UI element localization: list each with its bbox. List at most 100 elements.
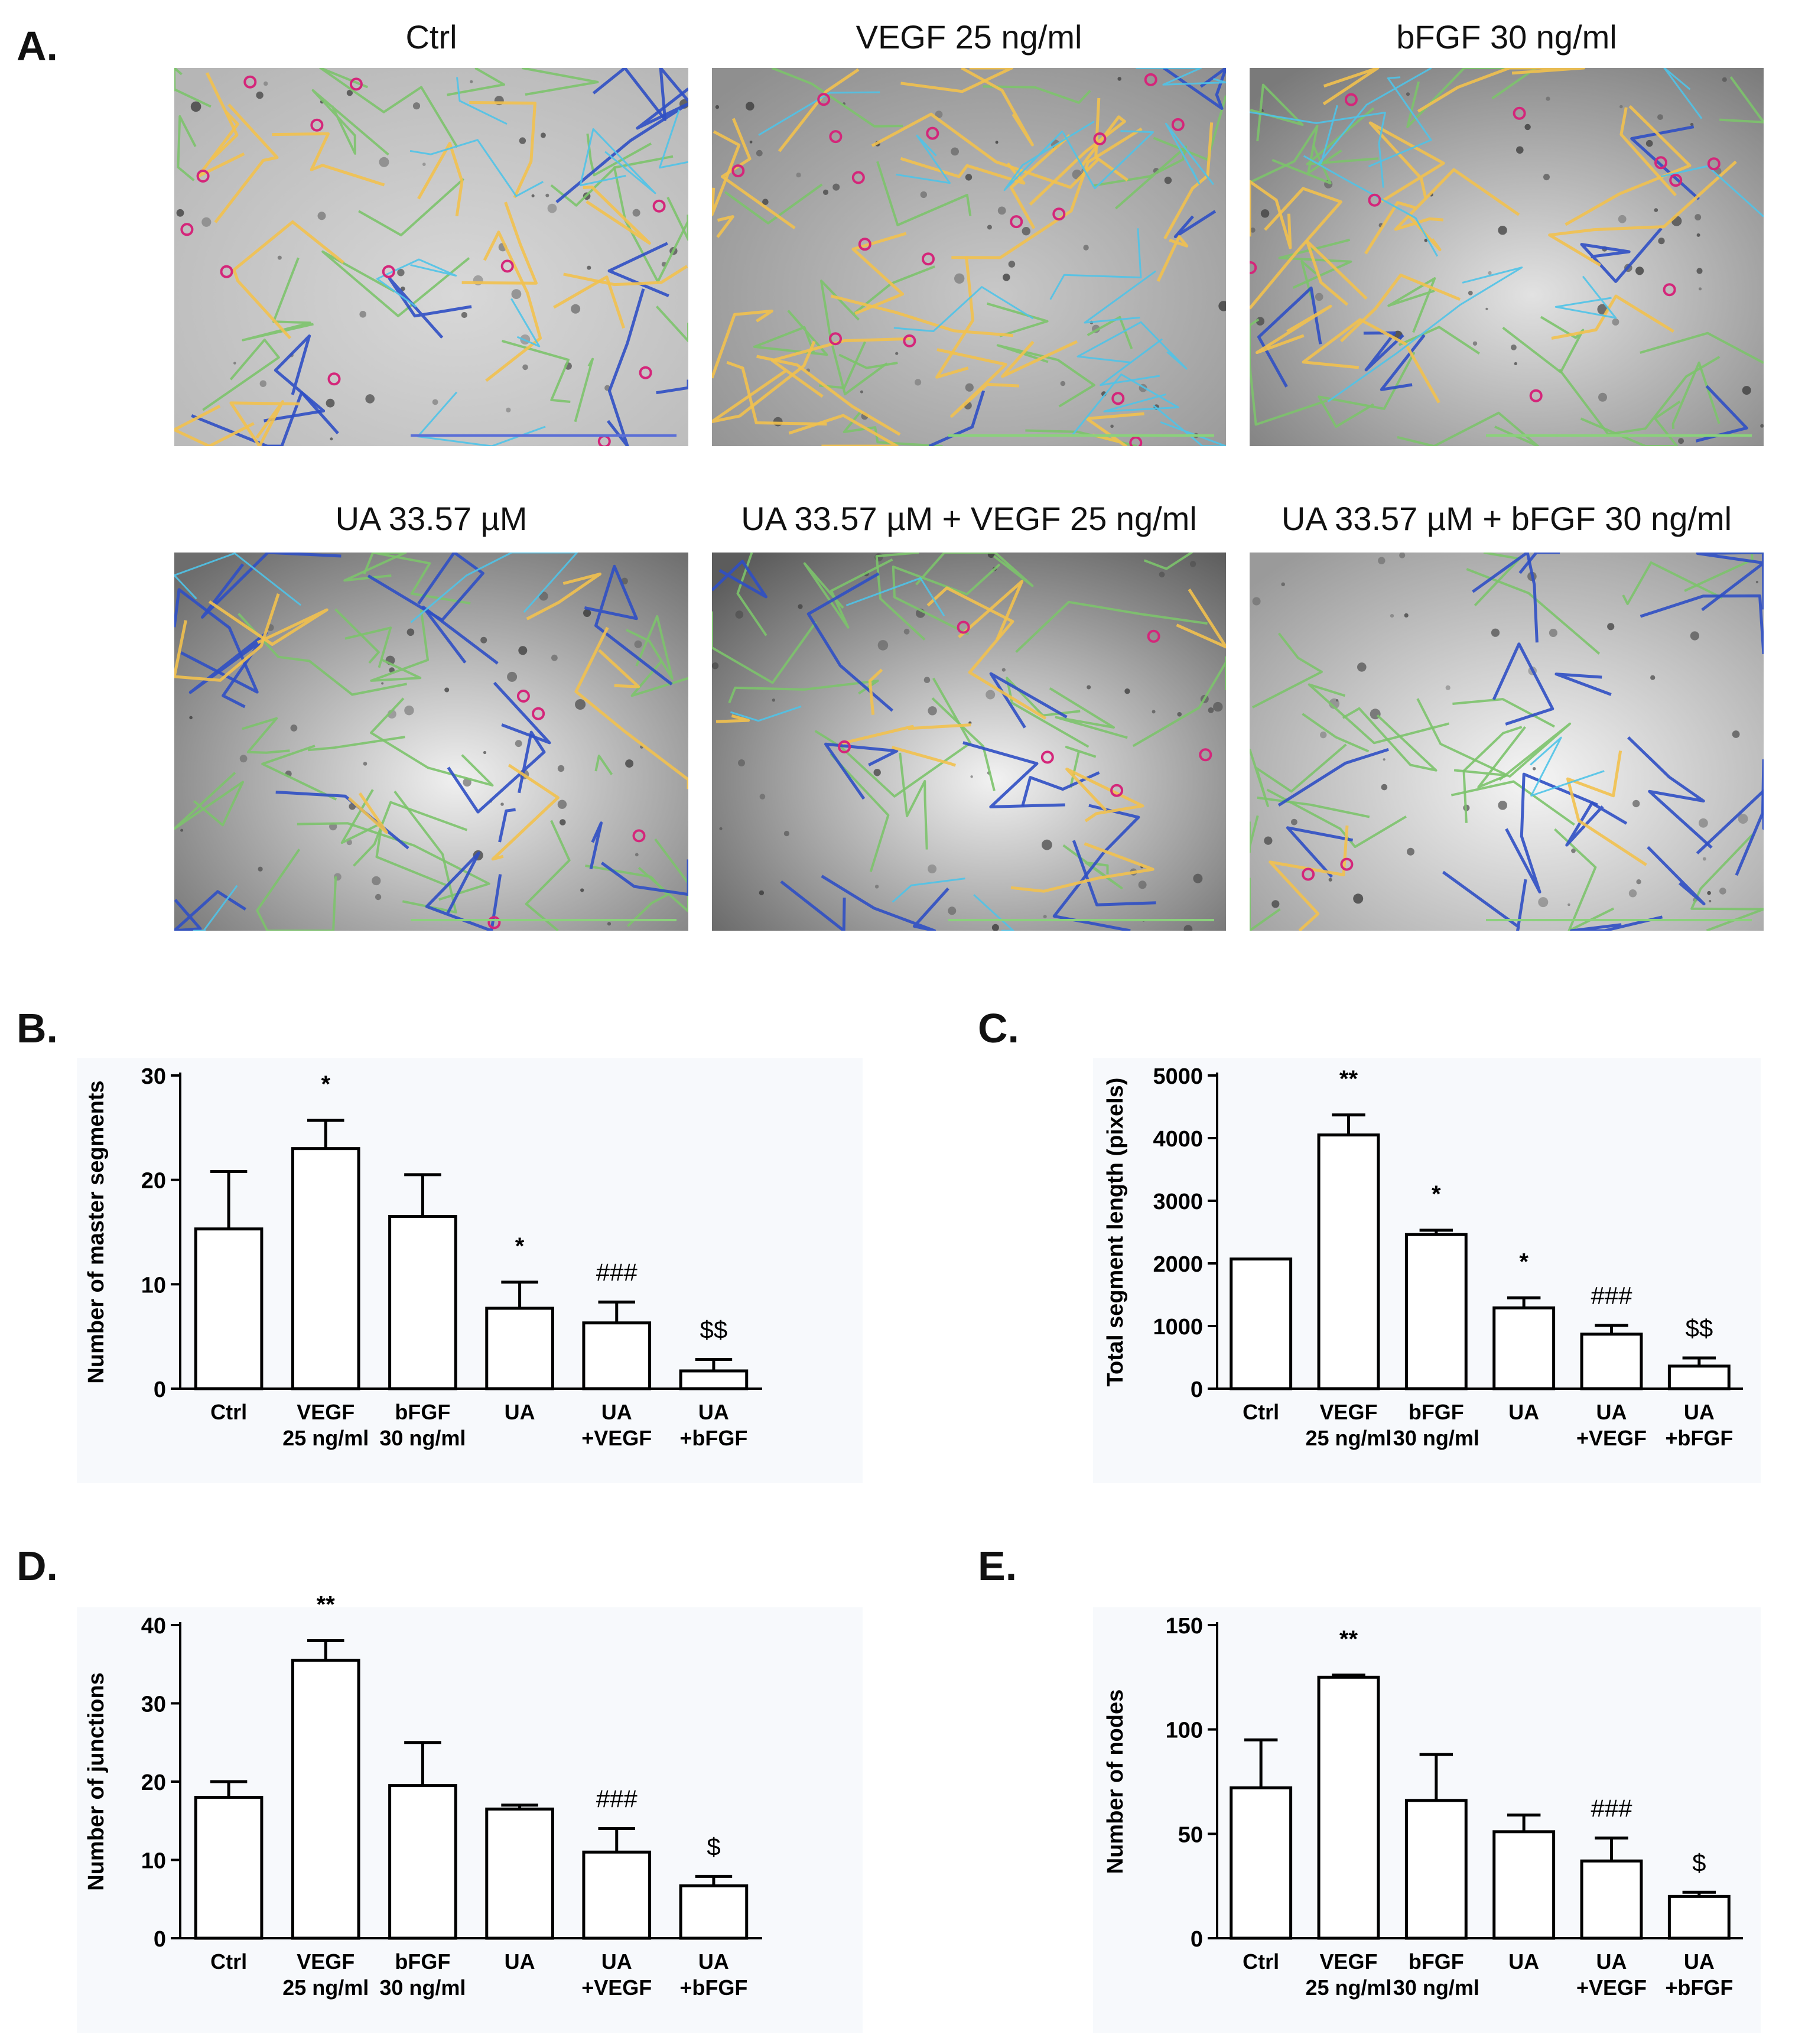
cell-debris [1291,818,1297,826]
cell-debris [346,90,353,96]
x-tick-label: +VEGF [1576,1426,1647,1450]
significance-label: $$ [700,1316,728,1344]
significance-label: ### [1591,1282,1632,1309]
cell-debris [951,147,959,156]
node-marker [1344,93,1358,106]
x-tick-label: Ctrl [1243,1400,1279,1424]
bar [1230,1786,1293,1940]
cell-debris [412,102,421,110]
x-tick-label: VEGF [297,1400,355,1424]
cell-debris [365,394,375,404]
cell-debris [1353,893,1364,904]
node-marker [516,690,530,703]
cell-debris [571,304,581,314]
significance-label: * [321,1071,330,1097]
cell-debris [1498,226,1507,235]
bar [291,1147,360,1390]
cell-debris [625,759,634,768]
node-marker [500,259,514,273]
cell-debris [607,922,612,926]
y-axis-label: Number of nodes [1103,1689,1128,1874]
cell-debris [233,362,236,365]
cell-debris [1690,631,1699,641]
micrograph-title: UA 33.57 µM + bFGF 30 ng/ml [1281,500,1732,537]
panel-label-d: D. [17,1543,58,1589]
node-marker [903,334,916,347]
cell-debris [1357,662,1367,672]
node-marker [829,130,843,144]
cell-debris [1381,784,1388,791]
cell-debris [735,610,744,619]
cell-debris [1571,848,1576,853]
cell-debris [1378,557,1386,564]
cell-debris [1511,345,1517,350]
cell-debris [997,206,1006,215]
y-axis-label: Number of junctions [84,1672,109,1890]
node-marker [652,199,666,213]
cell-debris [557,800,567,809]
x-tick-label: UA [1684,1949,1715,1974]
cell-debris [1407,847,1414,856]
chart-nodes: 0 50 100 150 Number of nodes Ctrl ** VEGF 25 ng/… [1093,1607,1761,2033]
cell-debris [986,690,996,700]
x-tick-label: UA [1508,1949,1539,1974]
cell-debris [1612,318,1619,326]
significance-label: * [1432,1181,1441,1207]
y-tick-label: 20 [141,1169,166,1194]
cell-debris [1336,699,1339,702]
panel-label-b: B. [17,1005,58,1051]
cell-debris [1654,208,1658,212]
cell-debris [1260,209,1270,218]
chart-master-segments: 0 10 20 30 Number of master segments Ctrl * VEG… [77,1058,863,1483]
cell-debris [1618,215,1627,223]
cell-debris [1218,301,1226,311]
node-marker [196,170,210,183]
cell-debris [1698,287,1702,291]
node-marker [1010,215,1023,229]
cell-debris [746,102,754,111]
x-tick-label: 30 ng/ml [1393,1975,1479,2000]
cell-debris [515,740,522,748]
cell-debris [1532,767,1536,771]
cell-debris [970,775,973,778]
cell-debris [381,682,384,685]
cell-debris [1083,245,1089,251]
node-marker [632,829,646,843]
cell-debris [1719,888,1726,895]
cell-debris [1709,899,1712,903]
cell-debris [1250,228,1256,233]
cell-debris [519,137,526,144]
cell-debris [483,750,487,755]
y-tick-label: 4000 [1153,1127,1203,1152]
x-tick-label: Ctrl [210,1949,247,1974]
cell-debris [359,311,366,318]
micrograph-ua [174,553,688,931]
cell-debris [1264,836,1273,845]
bar [291,1659,360,1940]
node-marker [639,366,652,379]
x-tick-label: Ctrl [210,1400,247,1424]
cell-debris [1524,124,1531,131]
y-tick-label: 5000 [1153,1064,1203,1089]
cell-debris [1658,238,1665,245]
cell-debris [560,819,566,826]
node-marker [327,372,341,386]
cell-debris [326,398,335,408]
x-tick-label: 30 ng/ml [1393,1426,1479,1450]
cell-debris [545,193,549,197]
cell-debris [406,628,415,636]
cell-debris [635,853,639,857]
y-tick-label: 0 [1191,1377,1203,1402]
cell-debris [317,212,326,220]
cell-debris [1315,293,1323,301]
cell-debris [987,553,995,558]
cell-debris [330,437,333,441]
node-marker [817,93,831,106]
node-marker [487,916,501,930]
node-marker [858,238,871,251]
x-tick-label: Ctrl [1243,1949,1279,1974]
cell-debris [948,906,957,915]
cell-debris [954,273,965,284]
cell-debris [965,383,974,392]
cell-debris [1696,233,1700,237]
